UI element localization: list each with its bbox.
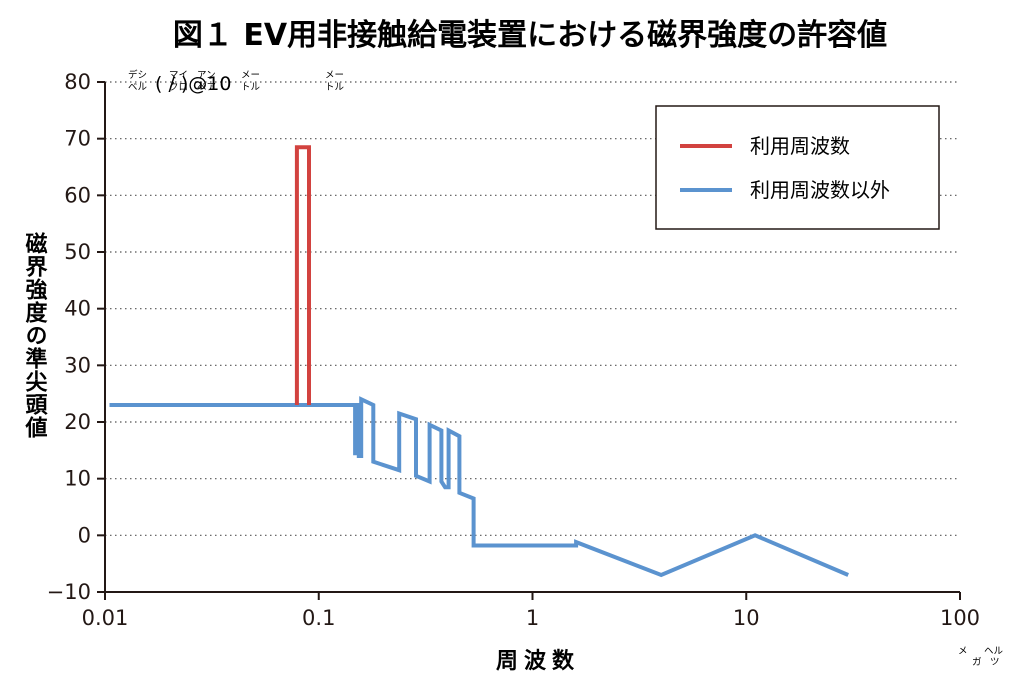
x-tick-label: 0.1	[302, 606, 335, 630]
chart-title: 図１ EV用非接触給電装置における磁界強度の許容値	[173, 18, 887, 53]
y-unit-ruby-1: デシ	[128, 69, 147, 81]
x-tick-label: 1	[526, 606, 539, 630]
y-tick-label: 20	[64, 410, 91, 434]
y-unit-ruby-7: メー	[241, 70, 260, 81]
x-unit-ruby-1: メ	[958, 646, 968, 657]
y-tick-label: 80	[64, 70, 91, 94]
y-unit-text: ( / )@10	[155, 73, 231, 95]
x-unit-label: メ ヘル ガ ツ	[958, 646, 1004, 668]
y-axis-label: 磁界強度の準尖頭値	[22, 231, 49, 439]
legend-label-usage-frequency: 利用周波数	[750, 134, 850, 158]
x-tick-label: 100	[940, 606, 980, 630]
y-unit-ruby-2: ベル	[128, 82, 148, 93]
x-tick-label: 10	[733, 606, 760, 630]
y-tick-label: 10	[64, 467, 91, 491]
y-unit-ruby-5: アン	[197, 70, 216, 81]
y-tick-label: 0	[78, 523, 91, 547]
y-unit-ruby-9: メー	[325, 70, 344, 81]
y-tick-label: 50	[64, 240, 91, 264]
y-tick-label: −10	[47, 580, 91, 604]
y-tick-label: 30	[64, 353, 91, 377]
x-tick-label: 0.01	[82, 606, 129, 630]
y-unit-label: デシ ベル マイ クロ アン ペア メー トル ( / )@10 メー トル	[128, 69, 345, 95]
y-unit-ruby-8: トル	[241, 82, 261, 93]
y-unit-ruby-4: クロ	[169, 82, 188, 93]
x-axis-label: 周波数	[496, 648, 580, 674]
y-unit-ruby-10: トル	[325, 82, 345, 93]
y-ticks: 80 70 60 50 40 30 20 10 0 −10	[47, 70, 105, 604]
x-unit-ruby-4: ツ	[990, 657, 1000, 668]
x-unit-ruby-3: ガ	[972, 657, 982, 668]
legend: 利用周波数 利用周波数以外	[655, 105, 940, 230]
y-unit-ruby-3: マイ	[169, 70, 188, 81]
series-line-usage-frequency	[294, 145, 311, 405]
y-tick-label: 40	[64, 297, 91, 321]
series-layer	[109, 145, 849, 578]
x-ticks: 0.01 0.1 1 10 100	[82, 592, 980, 630]
y-tick-label: 60	[64, 183, 91, 207]
series-line-other-frequency	[109, 396, 849, 578]
x-unit-ruby-2: ヘル	[984, 646, 1004, 657]
y-tick-label: 70	[64, 127, 91, 151]
legend-box	[655, 105, 940, 230]
legend-label-other-frequency: 利用周波数以外	[750, 178, 890, 202]
y-unit-ruby-6: ペア	[197, 82, 216, 93]
